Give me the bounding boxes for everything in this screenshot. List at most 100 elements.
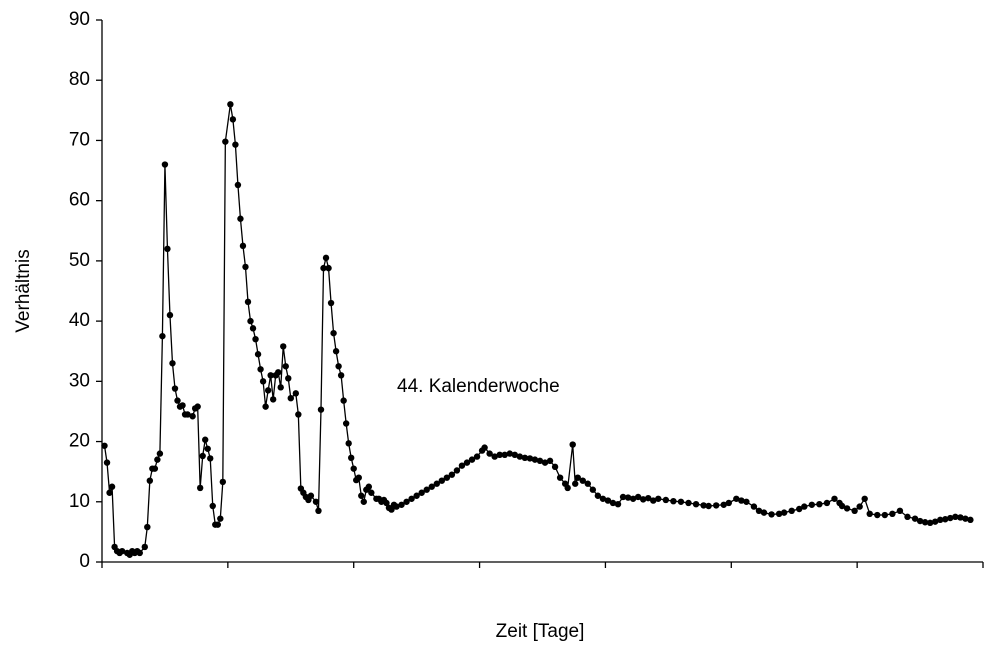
- data-point: [662, 496, 670, 504]
- data-point: [267, 372, 274, 379]
- data-point: [408, 495, 415, 502]
- data-point: [556, 474, 564, 481]
- data-point: [146, 477, 154, 484]
- data-point: [209, 502, 216, 510]
- data-point: [322, 254, 330, 262]
- data-point: [194, 403, 201, 410]
- data-point: [327, 299, 335, 307]
- data-point: [287, 394, 294, 402]
- data-point: [889, 510, 896, 518]
- data-point: [199, 452, 206, 460]
- data-point: [269, 396, 277, 403]
- data-point: [204, 445, 211, 452]
- data-point: [166, 311, 174, 319]
- data-point: [239, 242, 247, 250]
- data-point: [312, 498, 320, 505]
- data-point: [332, 348, 340, 355]
- data-point: [823, 499, 831, 507]
- data-point: [207, 455, 214, 462]
- data-point: [937, 516, 944, 524]
- data-point: [335, 363, 342, 370]
- data-point: [257, 366, 264, 373]
- data-point: [957, 514, 964, 521]
- data-point: [254, 351, 262, 358]
- data-point: [481, 444, 488, 451]
- data-point: [896, 507, 904, 515]
- y-tick-label: 80: [69, 69, 90, 90]
- data-point: [926, 519, 934, 527]
- data-point: [164, 245, 171, 253]
- data-point: [358, 492, 365, 499]
- data-point: [174, 397, 181, 404]
- data-point: [816, 500, 823, 508]
- data-point: [179, 402, 186, 409]
- data-line: [103, 104, 971, 556]
- data-point: [506, 450, 513, 457]
- y-tick-label: 10: [69, 491, 90, 512]
- data-point: [594, 492, 602, 499]
- data-point: [564, 484, 571, 492]
- data-point: [645, 494, 652, 502]
- data-point: [516, 453, 524, 460]
- data-point: [227, 101, 234, 108]
- data-point: [911, 515, 919, 522]
- data-point: [692, 500, 700, 508]
- y-tick-label: 20: [69, 431, 90, 452]
- data-point: [156, 450, 164, 457]
- data-point: [202, 436, 209, 443]
- data-point: [171, 385, 179, 392]
- data-point: [904, 513, 911, 521]
- data-point: [942, 516, 949, 523]
- data-point: [468, 456, 476, 463]
- data-point: [831, 495, 838, 502]
- data-point: [604, 497, 612, 504]
- data-point: [159, 332, 166, 340]
- data-point: [242, 263, 249, 271]
- data-point: [473, 453, 481, 460]
- data-point: [743, 498, 750, 505]
- data-point: [712, 502, 720, 509]
- data-point: [317, 406, 325, 413]
- data-point: [916, 517, 924, 525]
- data-point: [569, 441, 576, 448]
- data-point: [670, 497, 677, 505]
- data-point: [234, 181, 242, 189]
- data-point: [398, 501, 405, 508]
- x-axis-title: Zeit [Tage]: [496, 621, 585, 642]
- data-point: [219, 478, 227, 486]
- data-point: [423, 486, 430, 493]
- data-point: [546, 457, 554, 465]
- data-point: [169, 360, 176, 367]
- data-point: [196, 484, 204, 492]
- data-point: [106, 489, 113, 496]
- data-point: [768, 511, 775, 518]
- data-point: [521, 454, 529, 462]
- annotation: 44. Kalenderwoche: [397, 376, 560, 397]
- data-point: [418, 489, 425, 496]
- data-point: [103, 459, 111, 466]
- data-point: [967, 516, 974, 524]
- y-tick-label: 30: [69, 370, 90, 391]
- data-point: [448, 471, 456, 478]
- data-point: [118, 547, 126, 555]
- data-point: [347, 454, 355, 462]
- data-point: [368, 489, 375, 496]
- data-point: [320, 264, 327, 272]
- data-point: [189, 413, 196, 420]
- data-point: [161, 161, 169, 168]
- data-point: [458, 462, 466, 469]
- data-point: [383, 499, 390, 507]
- data-point: [217, 515, 224, 522]
- data-point: [589, 486, 597, 493]
- data-point: [350, 465, 357, 472]
- data-point: [249, 325, 257, 332]
- data-point: [365, 483, 373, 490]
- y-tick-label: 70: [69, 129, 90, 150]
- data-point: [214, 521, 221, 528]
- data-point: [650, 497, 657, 504]
- data-point: [780, 509, 788, 516]
- data-point: [705, 502, 712, 510]
- data-point: [486, 450, 493, 457]
- data-point: [282, 363, 289, 370]
- data-point: [750, 503, 758, 510]
